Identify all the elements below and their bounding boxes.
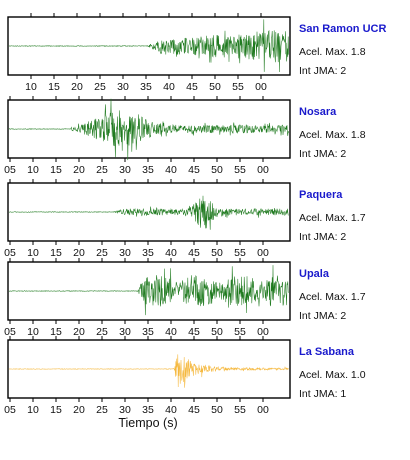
x-tick-label: 45 bbox=[188, 247, 200, 259]
panel-frame bbox=[7, 182, 291, 242]
x-tick-label: 45 bbox=[188, 326, 200, 338]
x-tick-label: 55 bbox=[234, 247, 246, 259]
x-tick-label: 20 bbox=[73, 164, 85, 176]
x-tick-label: 05 bbox=[4, 164, 16, 176]
x-tick-label: 15 bbox=[50, 326, 62, 338]
station-name: La Sabana bbox=[299, 346, 355, 358]
seismogram-panel: 10 15 20 25 30 35 40 45 50 55 00 San Ramon UCR Acel.… bbox=[7, 13, 386, 93]
x-tick-label: 15 bbox=[50, 404, 62, 416]
x-tick-label: 00 bbox=[255, 81, 267, 93]
seismogram-panel: 05 10 15 20 25 30 35 40 45 50 55 00 Paquera Acel. Max… bbox=[4, 179, 366, 259]
panel-frame bbox=[7, 339, 291, 399]
max-acceleration-label: Acel. Max. 1.8 bbox=[299, 46, 366, 58]
x-tick-label: 25 bbox=[96, 326, 108, 338]
seismogram-panel: 05 10 15 20 25 30 35 40 45 50 55 00 La Sabana Acel. M… bbox=[4, 336, 366, 416]
x-tick-label: 20 bbox=[71, 81, 83, 93]
x-tick-label: 35 bbox=[140, 81, 152, 93]
x-axis-label: Tiempo (s) bbox=[118, 416, 177, 430]
jma-intensity-label: Int JMA: 2 bbox=[299, 148, 346, 160]
seismogram-panel: 05 10 15 20 25 30 35 40 45 50 55 00 Nosara Acel. Max.… bbox=[4, 96, 366, 176]
seismogram-trace bbox=[8, 265, 289, 316]
x-tick-label: 55 bbox=[234, 326, 246, 338]
station-name: San Ramon UCR bbox=[299, 23, 386, 35]
x-tick-label: 45 bbox=[188, 404, 200, 416]
x-tick-label: 05 bbox=[4, 247, 16, 259]
panels-group: 10 15 20 25 30 35 40 45 50 55 00 San Ramon UCR Acel.… bbox=[4, 13, 386, 416]
x-tick-label: 35 bbox=[142, 164, 154, 176]
x-tick-label: 05 bbox=[4, 326, 16, 338]
station-name: Upala bbox=[299, 268, 330, 280]
x-tick-label: 55 bbox=[234, 404, 246, 416]
station-name: Nosara bbox=[299, 106, 337, 118]
x-tick-label: 55 bbox=[234, 164, 246, 176]
x-tick-label: 15 bbox=[50, 164, 62, 176]
x-tick-label: 50 bbox=[211, 326, 223, 338]
x-tick-label: 40 bbox=[165, 326, 177, 338]
x-tick-label: 20 bbox=[73, 326, 85, 338]
jma-intensity-label: Int JMA: 2 bbox=[299, 310, 346, 322]
seismogram-trace bbox=[8, 195, 289, 230]
x-tick-label: 30 bbox=[119, 164, 131, 176]
x-tick-label: 10 bbox=[27, 404, 39, 416]
x-tick-label: 10 bbox=[27, 247, 39, 259]
x-tick-label: 55 bbox=[232, 81, 244, 93]
x-tick-label: 15 bbox=[48, 81, 60, 93]
seismogram-trace bbox=[8, 98, 289, 161]
x-tick-label: 50 bbox=[211, 404, 223, 416]
x-tick-label: 10 bbox=[25, 81, 37, 93]
x-tick-label: 00 bbox=[257, 247, 269, 259]
x-tick-label: 30 bbox=[119, 247, 131, 259]
x-tick-label: 30 bbox=[117, 81, 129, 93]
seismogram-trace bbox=[8, 19, 289, 73]
x-tick-label: 00 bbox=[257, 326, 269, 338]
x-tick-label: 40 bbox=[163, 81, 175, 93]
x-tick-label: 30 bbox=[119, 326, 131, 338]
jma-intensity-label: Int JMA: 2 bbox=[299, 65, 346, 77]
x-tick-label: 20 bbox=[73, 404, 85, 416]
x-tick-label: 35 bbox=[142, 326, 154, 338]
seismogram-panel: 05 10 15 20 25 30 35 40 45 50 55 00 Upala Acel. Max. … bbox=[4, 258, 366, 338]
x-tick-label: 15 bbox=[50, 247, 62, 259]
x-tick-label: 50 bbox=[209, 81, 221, 93]
x-tick-label: 50 bbox=[211, 247, 223, 259]
max-acceleration-label: Acel. Max. 1.8 bbox=[299, 129, 366, 141]
x-tick-label: 50 bbox=[211, 164, 223, 176]
x-tick-label: 40 bbox=[165, 247, 177, 259]
jma-intensity-label: Int JMA: 1 bbox=[299, 388, 346, 400]
x-tick-label: 05 bbox=[4, 404, 16, 416]
x-tick-label: 45 bbox=[188, 164, 200, 176]
x-tick-label: 25 bbox=[96, 404, 108, 416]
x-tick-label: 00 bbox=[257, 164, 269, 176]
panel-frame bbox=[7, 16, 291, 76]
x-tick-label: 00 bbox=[257, 404, 269, 416]
x-tick-label: 20 bbox=[73, 247, 85, 259]
x-tick-label: 30 bbox=[119, 404, 131, 416]
x-tick-label: 45 bbox=[186, 81, 198, 93]
x-tick-label: 40 bbox=[165, 164, 177, 176]
x-tick-label: 10 bbox=[27, 326, 39, 338]
x-tick-label: 25 bbox=[94, 81, 106, 93]
station-name: Paquera bbox=[299, 189, 343, 201]
panel-frame bbox=[7, 261, 291, 321]
jma-intensity-label: Int JMA: 2 bbox=[299, 231, 346, 243]
x-tick-label: 40 bbox=[165, 404, 177, 416]
x-tick-label: 35 bbox=[142, 404, 154, 416]
seismogram-trace bbox=[8, 354, 289, 388]
max-acceleration-label: Acel. Max. 1.7 bbox=[299, 291, 366, 303]
max-acceleration-label: Acel. Max. 1.7 bbox=[299, 212, 366, 224]
x-tick-label: 10 bbox=[27, 164, 39, 176]
panel-frame bbox=[7, 99, 291, 159]
x-tick-label: 25 bbox=[96, 247, 108, 259]
x-tick-label: 25 bbox=[96, 164, 108, 176]
max-acceleration-label: Acel. Max. 1.0 bbox=[299, 369, 366, 381]
x-tick-label: 35 bbox=[142, 247, 154, 259]
